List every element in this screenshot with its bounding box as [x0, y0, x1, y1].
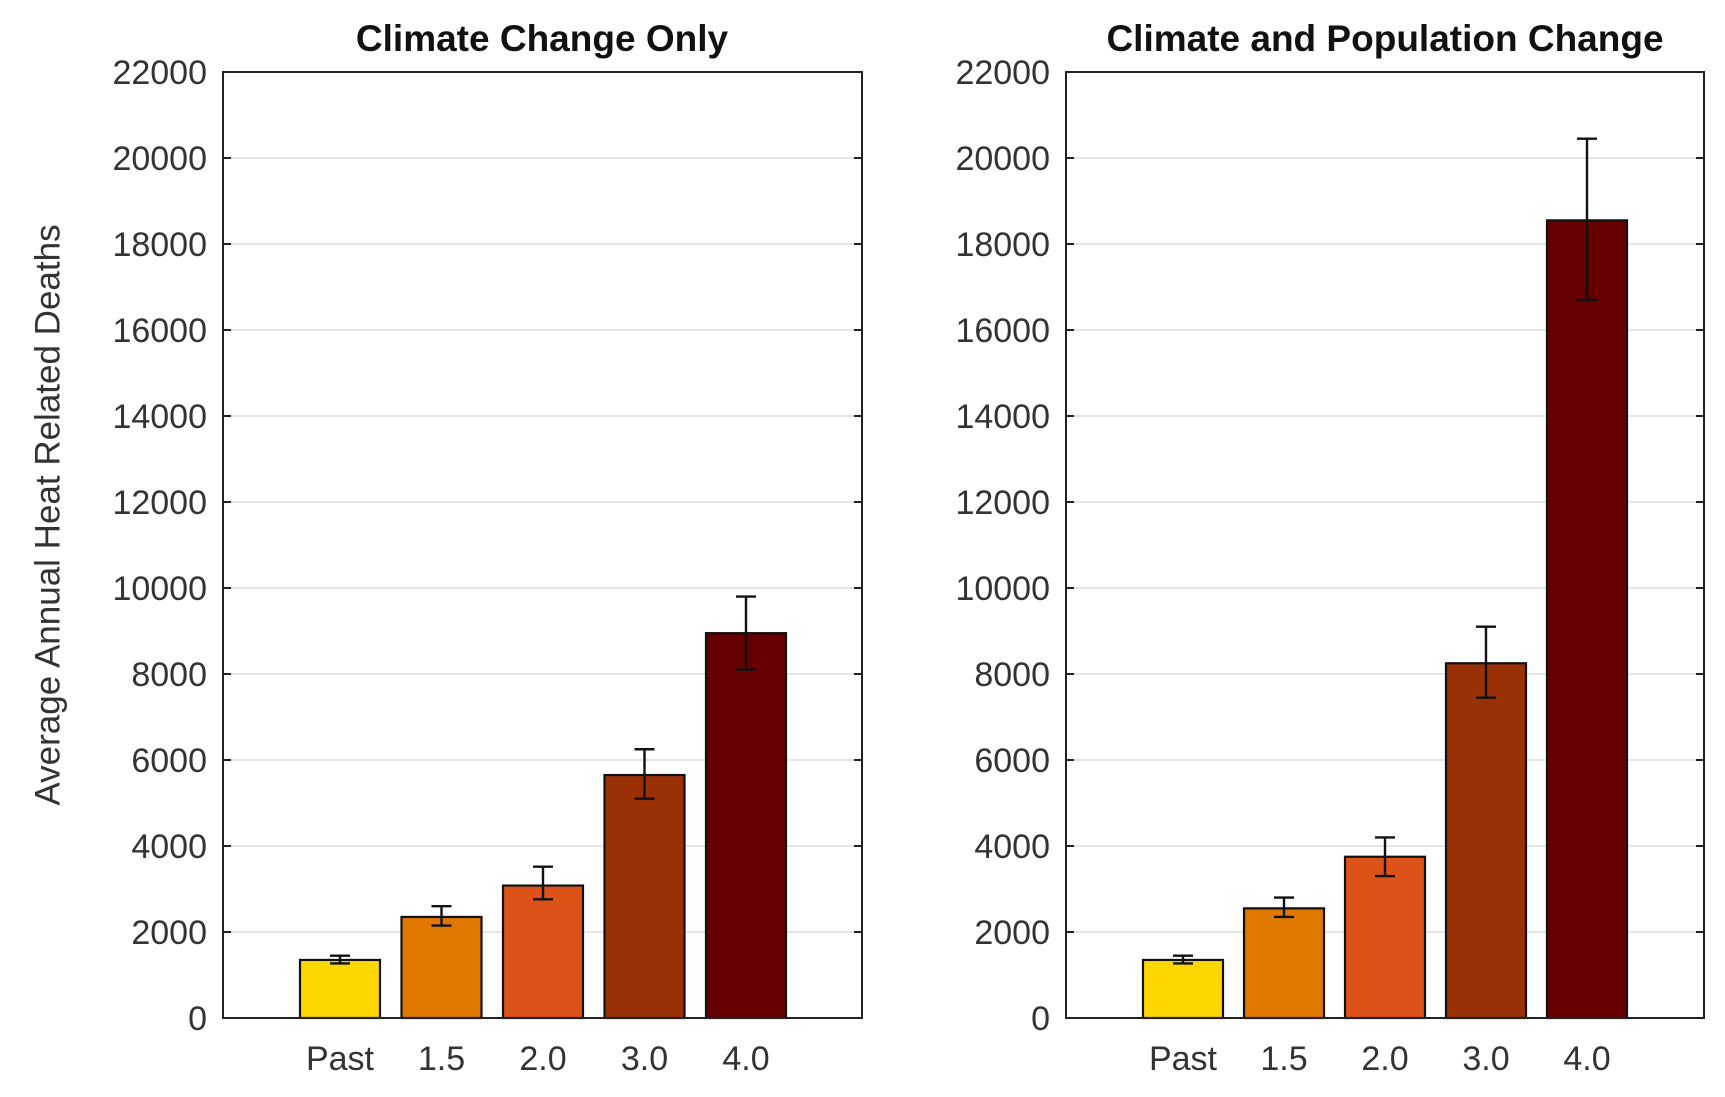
error-bar-2.0 — [533, 865, 553, 901]
x-tick-label: 2.0 — [1361, 1040, 1408, 1078]
y-tick-label: 0 — [1031, 1000, 1050, 1038]
axes-box — [1065, 71, 1705, 1019]
bar-4.0 — [704, 632, 788, 1020]
y-tick-label: 14000 — [955, 398, 1050, 436]
y-tick-label: 22000 — [955, 54, 1050, 92]
x-tick-label: Past — [306, 1040, 375, 1078]
error-bar-Past — [1173, 954, 1193, 965]
y-tick-label: 14000 — [112, 398, 207, 436]
bar-Past — [1141, 958, 1225, 1020]
bar-2.0 — [501, 884, 585, 1020]
x-tick-label: 1.5 — [418, 1040, 465, 1078]
y-tick-label: 2000 — [974, 914, 1050, 952]
error-bar-1.5 — [1274, 896, 1294, 919]
error-bar-2.0 — [1375, 836, 1395, 878]
bar-4.0 — [1545, 219, 1629, 1020]
chart-right: Climate and Population Change Past 1.5 2.0… — [955, 18, 1705, 1078]
chart-title-right: Climate and Population Change — [1106, 18, 1663, 59]
error-bar-Past — [330, 954, 350, 965]
y-tick-label: 4000 — [131, 828, 207, 866]
plot-area-left: Past 1.5 2.0 3.0 4.0 0 2000 4000 6000 8000 10000 12… — [112, 54, 863, 1078]
y-tick-label: 10000 — [955, 570, 1050, 608]
y-tick-label: 8000 — [974, 656, 1050, 694]
y-tick-label: 12000 — [112, 484, 207, 522]
y-tick-label: 22000 — [112, 54, 207, 92]
y-tick-label: 2000 — [131, 914, 207, 952]
y-tick-label: 20000 — [955, 140, 1050, 178]
error-bar-3.0 — [1476, 625, 1496, 699]
chart-left: Climate Change Only Past 1.5 2.0 3.0 4.0 0 200… — [112, 18, 863, 1078]
error-bar-3.0 — [634, 748, 655, 800]
bar-1.5 — [400, 915, 483, 1020]
bar-3.0 — [603, 773, 686, 1020]
y-axis-label: Average Annual Heat Related Deaths — [28, 224, 67, 805]
y-tick-label: 6000 — [131, 742, 207, 780]
x-tick-label: 2.0 — [519, 1040, 566, 1078]
x-tick-label: Past — [1149, 1040, 1218, 1078]
x-tick-label: 3.0 — [621, 1040, 668, 1078]
x-tick-label: 3.0 — [1462, 1040, 1509, 1078]
x-tick-label: 4.0 — [1563, 1040, 1610, 1078]
error-bar-4.0 — [1577, 137, 1597, 302]
plot-area-right: Past 1.5 2.0 3.0 4.0 0 2000 4000 6000 8000 10000 12… — [955, 54, 1705, 1078]
chart-title-left: Climate Change Only — [356, 18, 729, 59]
error-bar-1.5 — [431, 905, 452, 927]
x-tick-label: 1.5 — [1260, 1040, 1307, 1078]
y-tick-label: 6000 — [974, 742, 1050, 780]
y-tick-label: 0 — [188, 1000, 207, 1038]
bar-Past — [298, 958, 382, 1020]
x-tick-label: 4.0 — [722, 1040, 769, 1078]
error-bar-4.0 — [736, 595, 756, 671]
y-tick-label: 8000 — [131, 656, 207, 694]
y-tick-label: 18000 — [955, 226, 1050, 264]
bar-3.0 — [1444, 662, 1528, 1020]
y-tick-label: 20000 — [112, 140, 207, 178]
y-tick-label: 16000 — [955, 312, 1050, 350]
y-tick-label: 16000 — [112, 312, 207, 350]
axes-box — [222, 71, 863, 1019]
y-tick-label: 12000 — [955, 484, 1050, 522]
y-tick-label: 18000 — [112, 226, 207, 264]
bar-1.5 — [1242, 907, 1326, 1020]
y-tick-label: 10000 — [112, 570, 207, 608]
bar-2.0 — [1343, 855, 1427, 1020]
y-tick-label: 4000 — [974, 828, 1050, 866]
